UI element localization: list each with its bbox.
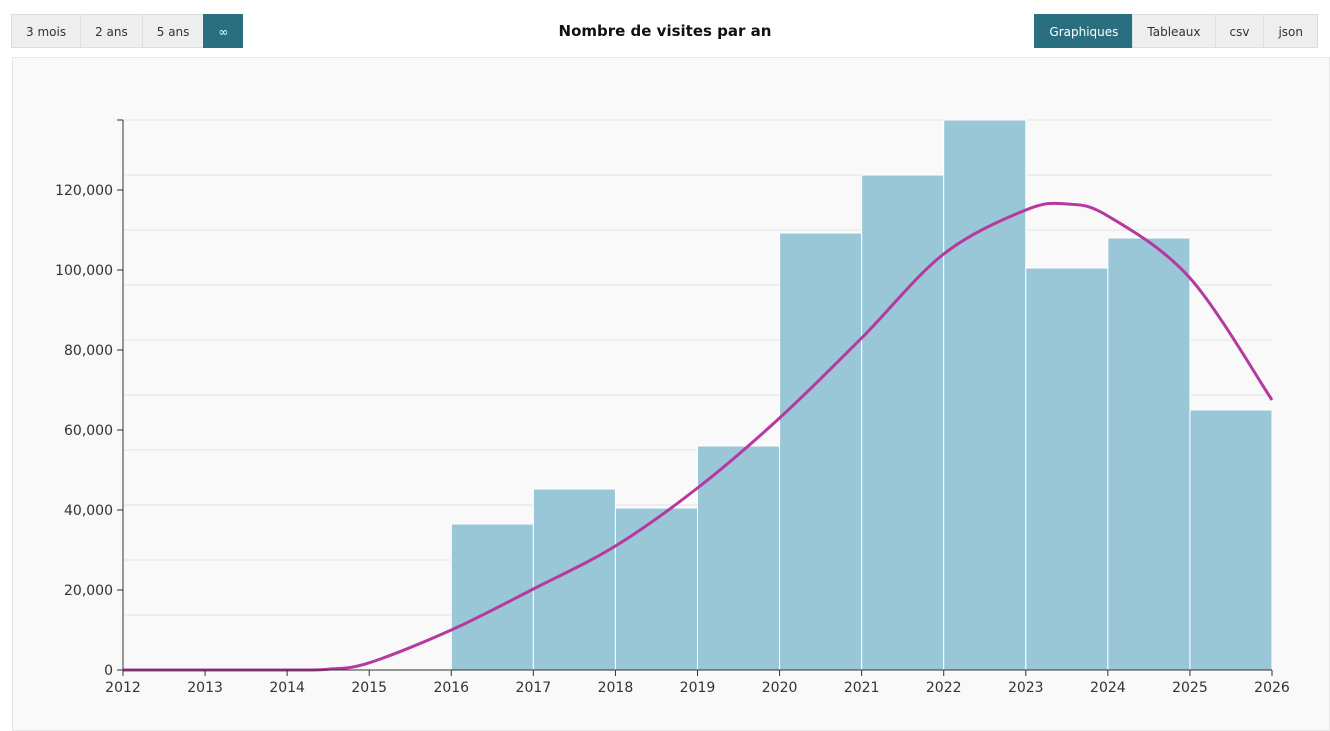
bar: [861, 174, 945, 671]
y-tick-label: 40,000: [64, 503, 113, 519]
x-tick-label: 2014: [269, 680, 305, 696]
x-tick-label: 2022: [926, 680, 962, 696]
bar: [1025, 267, 1109, 671]
range-buttons: 3 mois 2 ans 5 ans ∞: [11, 14, 244, 48]
toolbar-button[interactable]: 3 mois: [11, 14, 82, 48]
x-tick-label: 2023: [1008, 680, 1044, 696]
x-tick-label: 2018: [598, 680, 634, 696]
x-tick-label: 2020: [762, 680, 798, 696]
bar: [697, 445, 781, 671]
bar: [1107, 237, 1191, 671]
x-tick-label: 2021: [844, 680, 880, 696]
x-tick-label: 2012: [105, 680, 141, 696]
x-tick-label: 2015: [351, 680, 387, 696]
chart-title: Nombre de visites par an: [558, 22, 772, 40]
toolbar-button[interactable]: ∞: [203, 14, 244, 48]
y-tick-label: 0: [104, 663, 113, 679]
x-tick-label: 2025: [1172, 680, 1208, 696]
toolbar-button[interactable]: Graphiques: [1034, 14, 1134, 48]
bar: [532, 488, 616, 671]
x-tick-label: 2026: [1254, 680, 1290, 696]
y-tick-label: 120,000: [55, 183, 113, 199]
x-tick-label: 2016: [433, 680, 469, 696]
toolbar-button[interactable]: 2 ans: [80, 14, 143, 48]
toolbar-button[interactable]: Tableaux: [1132, 14, 1216, 48]
bar: [779, 232, 863, 671]
bar: [1189, 409, 1273, 671]
y-tick-label: 20,000: [64, 583, 113, 599]
x-tick-label: 2024: [1090, 680, 1126, 696]
bar: [614, 507, 699, 671]
x-tick-label: 2013: [187, 680, 223, 696]
view-buttons: Graphiques Tableaux csv json: [1034, 14, 1318, 48]
y-tick-label: 100,000: [55, 263, 113, 279]
x-tick-label: 2017: [516, 680, 552, 696]
bar: [943, 119, 1027, 671]
y-tick-label: 80,000: [64, 343, 113, 359]
toolbar-button[interactable]: csv: [1214, 14, 1265, 48]
x-tick-label: 2019: [680, 680, 716, 696]
toolbar-button[interactable]: json: [1263, 14, 1318, 48]
y-tick-label: 60,000: [64, 423, 113, 439]
